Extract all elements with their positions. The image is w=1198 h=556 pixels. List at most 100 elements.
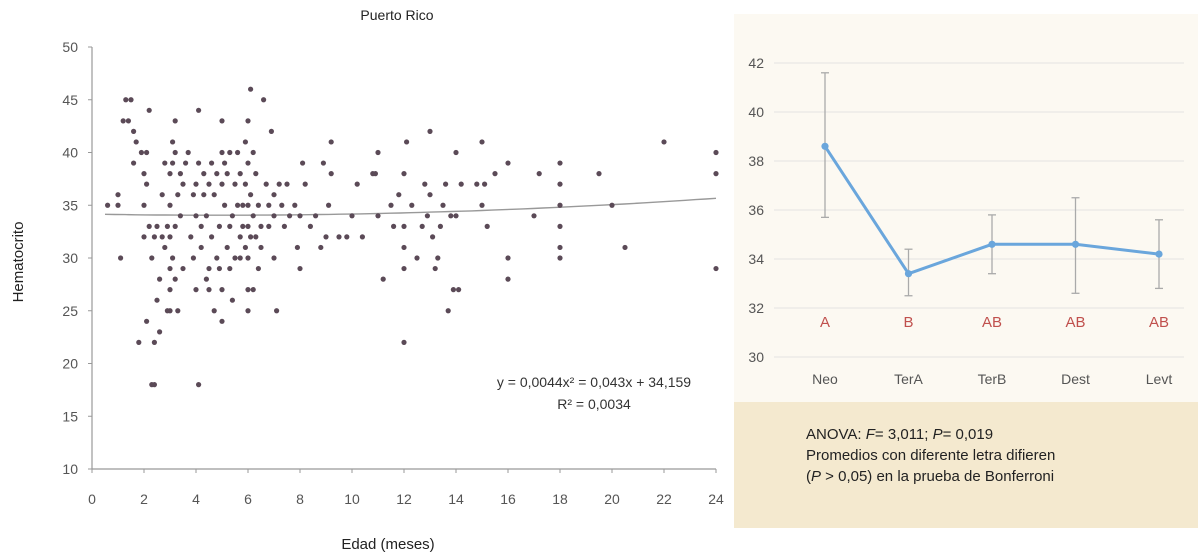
group-letter: A (820, 314, 830, 331)
scatter-point (235, 202, 241, 208)
scatter-point (713, 265, 719, 272)
y-tick-label: 25 (62, 303, 78, 319)
scatter-point (422, 181, 428, 187)
x-tick-label: TerA (894, 371, 923, 387)
scatter-point (245, 160, 251, 166)
scatter-point (318, 244, 324, 251)
scatter-point (146, 223, 152, 229)
scatter-point (401, 244, 407, 251)
scatter-point (237, 255, 243, 261)
scatter-point (430, 234, 436, 240)
scatter-point (193, 181, 199, 187)
scatter-point (396, 192, 402, 198)
scatter-point (133, 139, 139, 145)
x-tick-label: Neo (812, 371, 838, 387)
scatter-point (167, 287, 173, 293)
scatter-point (557, 202, 563, 208)
scatter-point (266, 223, 272, 229)
scatter-point (198, 223, 204, 229)
scatter-point (484, 223, 490, 229)
scatter-point (157, 329, 163, 335)
scatter-point (172, 118, 178, 124)
mean-point (821, 142, 829, 150)
scatter-point (250, 149, 256, 156)
scatter-point (401, 171, 407, 177)
scatter-point (435, 255, 441, 261)
scatter-point (388, 202, 394, 208)
scatter-point (713, 171, 719, 177)
scatter-point (157, 276, 163, 282)
scatter-point (258, 244, 264, 251)
scatter-point (266, 202, 272, 208)
scatter-point (164, 223, 170, 229)
x-tick-label: 2 (140, 491, 148, 507)
scatter-point (224, 244, 230, 251)
scatter-point (300, 160, 306, 166)
scatter-point (443, 181, 449, 187)
y-tick-label: 45 (62, 92, 78, 108)
y-tick-label: 36 (748, 202, 764, 218)
group-letter: AB (1149, 314, 1169, 331)
scatter-point (271, 192, 277, 198)
scatter-point (203, 213, 209, 219)
scatter-point (250, 287, 256, 293)
x-tick-label: 10 (344, 491, 360, 507)
x-tick-label: 14 (448, 491, 464, 507)
scatter-point (141, 234, 147, 240)
y-tick-label: 20 (62, 356, 78, 372)
scatter-point (479, 139, 485, 145)
scatter-point (336, 234, 342, 240)
scatter-point (203, 276, 209, 282)
x-tick-label: 12 (396, 491, 412, 507)
scatter-point (151, 234, 157, 240)
scatter-point (253, 234, 259, 240)
scatter-point (474, 181, 480, 187)
scatter-point (404, 139, 410, 145)
scatter-point (359, 234, 365, 240)
y-tick-label: 34 (748, 251, 764, 267)
scatter-point (401, 223, 407, 229)
scatter-point (263, 181, 269, 187)
r-squared: R² = 0,0034 (557, 396, 631, 412)
scatter-point (320, 160, 326, 166)
scatter-point (167, 171, 173, 177)
scatter-point (224, 171, 230, 177)
scatter-point (375, 213, 381, 219)
scatter-point (154, 223, 160, 229)
scatter-point (279, 202, 285, 208)
group-letter: B (903, 314, 913, 331)
scatter-point (458, 181, 464, 187)
scatter-point (131, 128, 137, 134)
scatter-point (328, 139, 334, 145)
scatter-point (229, 297, 235, 303)
x-tick-label: 16 (500, 491, 516, 507)
scatter-point (409, 202, 415, 208)
scatter-point (424, 213, 430, 219)
scatter-point (414, 255, 420, 261)
scatter-point (206, 287, 212, 293)
scatter-point (229, 213, 235, 219)
x-tick-label: 18 (552, 491, 568, 507)
bonferroni-line: Promedios con diferente letra difieren (806, 447, 1056, 464)
scatter-point (159, 234, 165, 240)
x-tick-label: 24 (708, 491, 724, 507)
scatter-point (437, 223, 443, 229)
scatter-point (245, 255, 251, 261)
scatter-point (323, 234, 329, 240)
scatter-point (344, 234, 350, 240)
scatter-point (172, 223, 178, 229)
scatter-point (622, 244, 628, 251)
scatter-point (175, 308, 181, 314)
scatter-point (222, 202, 228, 208)
scatter-point (536, 171, 542, 177)
scatter-point (188, 234, 194, 240)
scatter-point (250, 213, 256, 219)
scatter-point (380, 276, 386, 282)
scatter-point (557, 255, 563, 261)
scatter-point (105, 202, 111, 208)
scatter-point (427, 128, 433, 134)
scatter-point (172, 276, 178, 282)
scatter-point (302, 181, 308, 187)
scatter-point (445, 308, 451, 314)
